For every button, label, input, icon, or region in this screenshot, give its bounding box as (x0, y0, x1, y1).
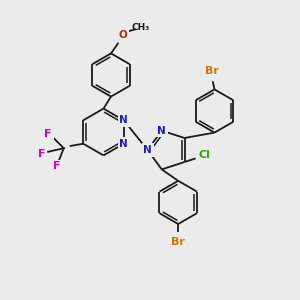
Text: Cl: Cl (199, 150, 211, 160)
Text: N: N (119, 115, 128, 125)
Text: CH₃: CH₃ (132, 23, 150, 32)
Text: F: F (44, 129, 52, 139)
Text: Br: Br (171, 237, 185, 247)
Text: O: O (119, 30, 128, 40)
Text: N: N (143, 145, 152, 155)
Text: Br: Br (205, 66, 219, 76)
Text: F: F (53, 161, 61, 171)
Text: F: F (38, 148, 45, 159)
Text: N: N (119, 139, 128, 149)
Text: N: N (157, 126, 166, 136)
